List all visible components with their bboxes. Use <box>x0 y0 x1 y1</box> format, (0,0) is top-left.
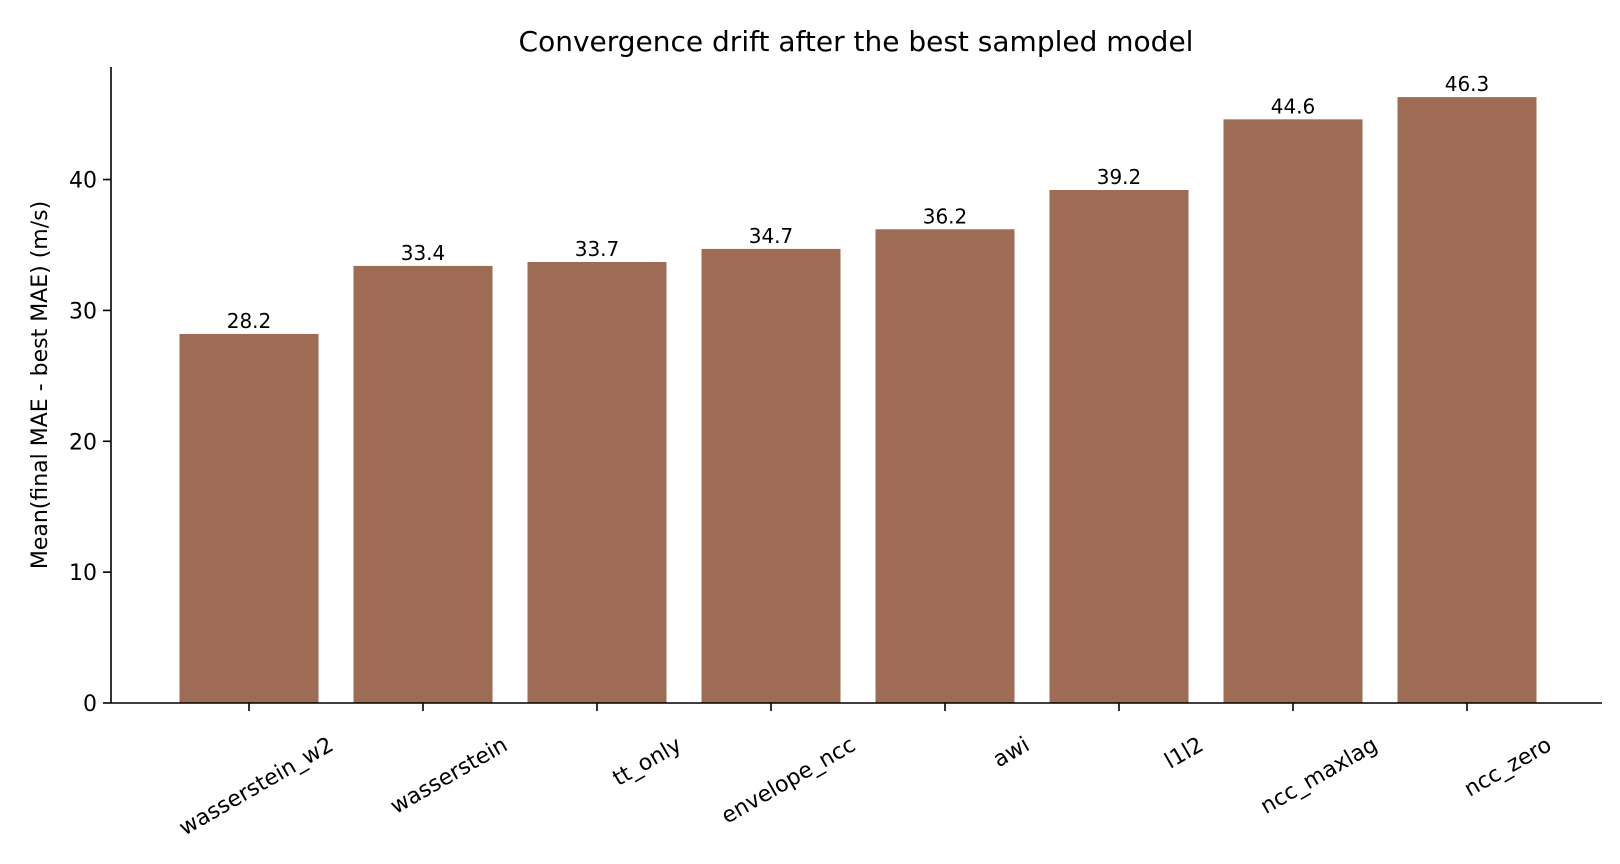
x-tick-label-ncc_maxlag: ncc_maxlag <box>1256 733 1382 820</box>
x-tick-label-envelope_ncc: envelope_ncc <box>717 733 860 830</box>
data-label-wasserstein: 33.4 <box>401 241 446 265</box>
x-tick-label-wasserstein: wasserstein <box>386 733 512 820</box>
x-tick-label-l1l2: l1l2 <box>1161 733 1208 775</box>
data-label-ncc_zero: 46.3 <box>1445 72 1490 96</box>
y-tick-label-0: 0 <box>83 692 97 717</box>
bar-wasserstein <box>353 265 493 703</box>
bar-ncc_zero <box>1397 97 1537 704</box>
bar-l1l2 <box>1049 190 1189 704</box>
bar-awi <box>875 229 1015 703</box>
y-tick-label-30: 30 <box>69 299 97 324</box>
y-tick-label-20: 20 <box>69 430 97 455</box>
bar-tt_only <box>527 261 667 703</box>
bar-envelope_ncc <box>701 248 841 703</box>
y-axis-label: Mean(final MAE - best MAE) (m/s) <box>28 201 53 569</box>
data-labels-group: 28.2 33.4 33.7 34.7 36.2 39.2 44.6 46.3 <box>227 72 1490 333</box>
data-label-ncc_maxlag: 44.6 <box>1271 94 1316 118</box>
bar-ncc_maxlag <box>1223 119 1363 703</box>
data-label-awi: 36.2 <box>923 204 968 228</box>
data-label-l1l2: 39.2 <box>1097 165 1142 189</box>
x-tick-label-wasserstein_w2: wasserstein_w2 <box>175 733 338 841</box>
data-label-envelope_ncc: 34.7 <box>749 224 794 248</box>
bar-wasserstein_w2 <box>179 333 319 703</box>
y-tick-label-10: 10 <box>69 561 97 586</box>
bars-group <box>179 97 1537 704</box>
y-ticks-group: 0 10 20 30 40 <box>69 169 111 717</box>
x-tick-label-ncc_zero: ncc_zero <box>1460 733 1556 803</box>
x-ticks-group: wasserstein_w2 wasserstein tt_only envelope… <box>175 703 1556 841</box>
chart-title: Convergence drift after the best sampled… <box>519 25 1194 58</box>
y-tick-label-40: 40 <box>69 169 97 194</box>
x-tick-label-tt_only: tt_only <box>609 733 686 792</box>
x-tick-label-awi: awi <box>989 733 1034 773</box>
data-label-wasserstein_w2: 28.2 <box>227 309 272 333</box>
data-label-tt_only: 33.7 <box>575 237 620 261</box>
